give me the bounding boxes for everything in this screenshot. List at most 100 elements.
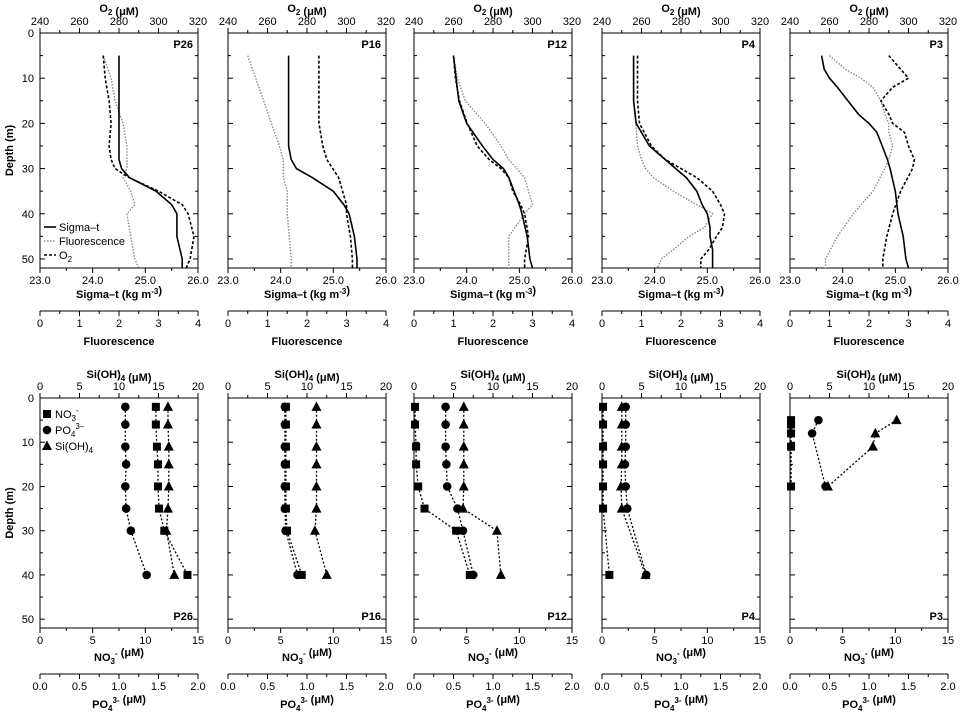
po4-point bbox=[121, 504, 131, 513]
depth-axis-title: Depth (m) bbox=[4, 487, 16, 539]
o2-axis-title: O2 (μM) bbox=[849, 3, 889, 18]
si-point bbox=[458, 441, 469, 451]
po4-line bbox=[444, 406, 474, 576]
depth-tick-label: 50 bbox=[22, 254, 34, 266]
po4-point bbox=[814, 415, 823, 425]
si-axis-tick-label: 10 bbox=[113, 381, 125, 393]
legend-label: NO3- bbox=[55, 406, 79, 423]
plot-frame bbox=[413, 397, 573, 629]
sigma-line bbox=[632, 55, 714, 268]
si-axis-tick-label: 0 bbox=[599, 381, 605, 393]
fluorescence-line bbox=[632, 55, 714, 269]
si-axis-tick-label: 15 bbox=[714, 381, 726, 393]
si-point bbox=[162, 503, 173, 513]
no3-axis-tick-label: 15 bbox=[942, 635, 954, 647]
o2-axis-title: O2 (μM) bbox=[99, 3, 139, 18]
depth-tick-label: 40 bbox=[22, 570, 34, 582]
sigma-axis-title: Sigma–t (kg m-3) bbox=[450, 285, 536, 301]
si-point bbox=[162, 419, 173, 429]
no3-axis-tick-label: 0 bbox=[787, 635, 793, 647]
no3-axis-tick-label: 0 bbox=[411, 635, 417, 647]
station-label: P12 bbox=[547, 611, 567, 623]
si-point bbox=[163, 480, 174, 491]
si-point bbox=[616, 503, 627, 513]
po4-axis-tick-label: 0.0 bbox=[406, 681, 421, 693]
po4-axis-tick-label: 0.0 bbox=[782, 681, 797, 693]
po4-axis-tick-label: 2.0 bbox=[378, 681, 393, 693]
fluorescence-line bbox=[824, 55, 894, 268]
station-label: P4 bbox=[742, 39, 756, 51]
no3-point bbox=[153, 460, 162, 469]
sigma-axis-tick-label: 25.0 bbox=[697, 275, 718, 287]
si-axis-tick-label: 0 bbox=[225, 381, 231, 393]
po4-point bbox=[121, 402, 130, 412]
fluorescence-axis-tick-label: 2 bbox=[678, 318, 684, 330]
si-point bbox=[309, 525, 320, 535]
po4-axis-tick-label: 1.0 bbox=[485, 681, 500, 693]
no3-axis-tick-label: 10 bbox=[327, 635, 339, 647]
po4-axis-tick-label: 0.5 bbox=[260, 681, 275, 693]
po4-point bbox=[441, 420, 450, 429]
nutrient-panel-p4: 0 5 10 15 20 Si(OH)4 (μM) 0 5 10 15 NO3- (μM) 0.0 0.… bbox=[594, 369, 767, 713]
plot-frame bbox=[789, 32, 949, 269]
si-point bbox=[616, 458, 627, 469]
no3-point bbox=[605, 570, 614, 579]
sigma-axis-title: Sigma–t (kg m-3) bbox=[264, 285, 350, 301]
no3-axis-tick-label: 15 bbox=[566, 635, 578, 647]
no3-point bbox=[787, 429, 796, 438]
si-axis-tick-label: 0 bbox=[787, 381, 793, 393]
sigma-line bbox=[287, 55, 358, 268]
fluorescence-axis-title: Fluorescence bbox=[272, 336, 343, 348]
o2-axis-tick-label: 300 bbox=[899, 16, 917, 28]
o2-axis-tick-label: 240 bbox=[781, 16, 799, 28]
po4-axis-tick-label: 2.0 bbox=[564, 681, 579, 693]
si-point bbox=[311, 480, 322, 491]
fluorescence-axis-tick-label: 2 bbox=[490, 318, 496, 330]
fluorescence-axis-tick-label: 1 bbox=[638, 318, 644, 330]
si-point bbox=[161, 525, 172, 535]
si-axis-tick-label: 15 bbox=[526, 381, 538, 393]
fluorescence-axis-tick-label: 4 bbox=[195, 318, 201, 330]
sigma-axis-tick-label: 24.0 bbox=[456, 275, 477, 287]
o2-line bbox=[452, 55, 530, 268]
po4-axis-title: PO43- (μM) bbox=[654, 694, 708, 713]
no3-point bbox=[599, 482, 608, 491]
po4-axis-tick-label: 0.0 bbox=[32, 681, 47, 693]
o2-axis-tick-label: 320 bbox=[751, 16, 769, 28]
si-point bbox=[458, 480, 469, 491]
fluorescence-axis-tick-label: 4 bbox=[945, 318, 951, 330]
po4-axis-title: PO43- (μM) bbox=[842, 694, 896, 713]
fluorescence-axis-tick-label: 4 bbox=[383, 318, 389, 330]
po4-point bbox=[458, 526, 468, 535]
si-axis-tick-label: 20 bbox=[380, 381, 392, 393]
fluorescence-axis-tick-label: 4 bbox=[757, 318, 763, 330]
no3-point bbox=[155, 504, 164, 513]
si-axis-title: Si(OH)4 (μM) bbox=[837, 369, 902, 384]
no3-axis-tick-label: 15 bbox=[754, 635, 766, 647]
sigma-axis-tick-label: 25.0 bbox=[323, 275, 344, 287]
si-axis-title: Si(OH)4 (μM) bbox=[649, 369, 714, 384]
si-axis-tick-label: 15 bbox=[152, 381, 164, 393]
sigma-axis-tick-label: 25.0 bbox=[509, 275, 530, 287]
po4-point bbox=[293, 570, 302, 580]
no3-point bbox=[599, 460, 608, 469]
depth-tick-label: 30 bbox=[22, 164, 34, 176]
sigma-axis-tick-label: 26.0 bbox=[187, 275, 208, 287]
o2-axis-tick-label: 300 bbox=[523, 16, 541, 28]
fluorescence-axis-tick-label: 0 bbox=[37, 318, 43, 330]
po4-line bbox=[124, 406, 148, 576]
fluorescence-axis-tick-label: 1 bbox=[76, 318, 82, 330]
po4-axis-tick-label: 1.0 bbox=[861, 681, 876, 693]
sigma-axis-tick-label: 23.0 bbox=[779, 275, 800, 287]
o2-axis-tick-label: 260 bbox=[820, 16, 838, 28]
si-point bbox=[491, 525, 502, 535]
no3-axis-tick-label: 5 bbox=[90, 635, 96, 647]
o2-axis-tick-label: 300 bbox=[337, 16, 355, 28]
po4-axis-tick-label: 1.0 bbox=[673, 681, 688, 693]
legend-label: Si(OH)4 bbox=[55, 441, 94, 455]
po4-point bbox=[442, 460, 451, 469]
sigma-axis-tick-label: 23.0 bbox=[217, 275, 238, 287]
